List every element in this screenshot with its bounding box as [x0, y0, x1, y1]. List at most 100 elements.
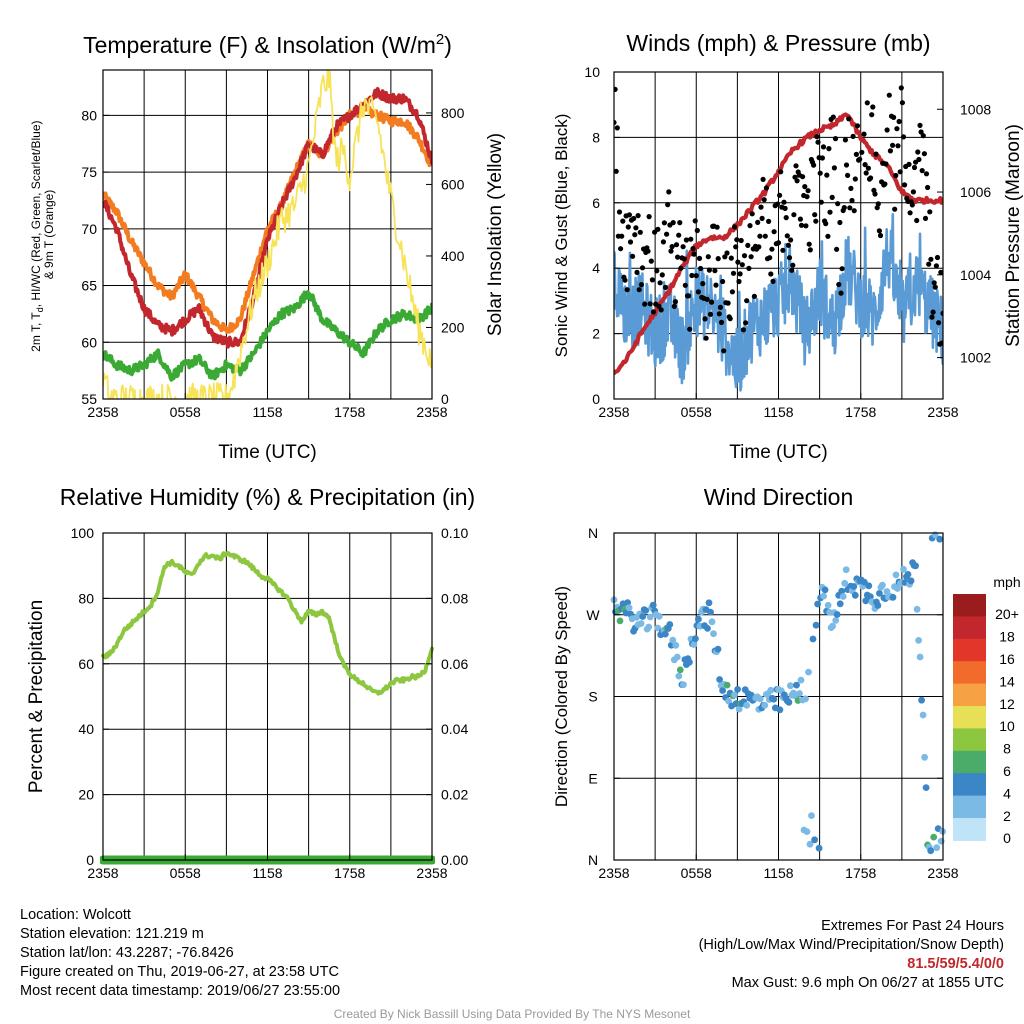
gust-point	[712, 268, 718, 274]
gust-point	[639, 265, 646, 271]
wind-direction-point	[915, 637, 922, 644]
gust-point	[894, 126, 900, 132]
wind-direction-point	[649, 601, 657, 609]
gust-point	[902, 182, 908, 188]
x-tick-label: 0558	[681, 865, 712, 881]
colorbar-label: 8	[1003, 741, 1011, 757]
gust-point	[929, 314, 935, 320]
y2-tick-label: 600	[441, 176, 465, 192]
x-tick-label: 2358	[416, 404, 447, 420]
gust-point	[627, 239, 634, 245]
y2-tick-label: 0.00	[441, 852, 468, 868]
gust-point	[869, 112, 875, 118]
gust-point	[747, 223, 753, 229]
x-tick-label: 0558	[170, 865, 201, 881]
gust-point	[926, 261, 932, 267]
x-tick-label: 2358	[927, 404, 958, 420]
gust-point	[696, 255, 703, 261]
gust-point	[890, 142, 896, 148]
gust-point	[648, 258, 654, 264]
gust-point	[826, 146, 832, 152]
gust-point	[914, 217, 920, 224]
winds-x-label: Time (UTC)	[729, 442, 828, 463]
wind-direction-point	[675, 672, 683, 680]
y-tick-label: 40	[78, 721, 94, 737]
gust-point	[756, 244, 762, 250]
gust-point	[825, 233, 831, 239]
gust-point	[936, 320, 942, 326]
gust-point	[906, 161, 912, 167]
x-tick-label: 2358	[598, 865, 629, 881]
gust-point	[910, 189, 917, 195]
gust-point	[841, 205, 847, 211]
gust-point	[730, 270, 737, 276]
wind-direction-point	[637, 620, 645, 627]
gust-point	[838, 290, 844, 296]
gust-point	[760, 176, 766, 182]
wind-direction-point	[892, 571, 900, 579]
y-tick-label: 55	[81, 391, 97, 407]
wind-direction-point	[803, 828, 811, 835]
wind-direction-point	[808, 812, 815, 819]
gust-point	[834, 246, 840, 252]
wind-direction-point	[672, 641, 680, 649]
gust-point	[780, 247, 786, 253]
gust-point	[859, 149, 865, 155]
gust-point	[847, 205, 853, 211]
gust-point	[845, 172, 851, 178]
gust-point	[740, 327, 747, 333]
wind-direction-point	[776, 706, 784, 714]
wind-direction-point	[714, 645, 722, 653]
temperature-line-0	[103, 103, 432, 334]
x-tick-label: 1758	[845, 865, 876, 881]
figure-created: Figure created on Thu, 2019-06-27, at 23…	[20, 964, 339, 980]
speed-colorbar: mph 20+ 18 16 14 12 10 8 6 4 2 0	[953, 574, 1021, 846]
winds-y-label: Sonic Wind & Gust (Blue, Black)	[552, 114, 571, 358]
y2-tick-label: 800	[441, 105, 465, 121]
y2-tick-label: 1006	[960, 184, 991, 200]
gust-point	[814, 134, 820, 140]
wind-direction-point	[921, 753, 928, 761]
rh-y-label: Percent & Precipitation	[26, 600, 47, 793]
gust-point	[831, 165, 838, 171]
wind-direction-point	[866, 593, 874, 601]
wind-direction-point	[812, 621, 820, 629]
gust-point	[645, 248, 651, 254]
gust-point	[931, 280, 937, 286]
gust-point	[815, 139, 821, 145]
wind-direction-point	[936, 535, 944, 543]
gust-point	[854, 123, 861, 129]
gust-point	[676, 232, 682, 238]
colorbar-label: 16	[999, 651, 1015, 667]
winds-panel: 2358 0558 1158 1758 235802468101002100410061…	[552, 30, 1024, 463]
gust-point	[896, 118, 902, 125]
gust-point	[781, 199, 787, 205]
gust-point	[786, 255, 793, 261]
gust-point	[614, 86, 618, 92]
x-tick-label: 0558	[681, 404, 712, 420]
gust-point	[673, 242, 680, 248]
gust-point	[863, 170, 869, 176]
colorbar-label: 10	[999, 718, 1015, 734]
wind-direction-point	[761, 701, 769, 709]
gust-point	[687, 326, 693, 332]
gust-point	[802, 184, 808, 190]
wind-direction-point	[797, 676, 805, 684]
gust-point	[803, 223, 809, 229]
wind-direction-point	[767, 686, 775, 694]
x-tick-label: 2358	[87, 865, 118, 881]
gust-point	[646, 214, 652, 220]
y2-tick-label: 1008	[960, 101, 991, 117]
y-tick-label: 0	[592, 391, 600, 407]
gust-point	[893, 172, 899, 179]
wind-direction-point	[708, 618, 716, 626]
gust-point	[873, 151, 879, 157]
wind-direction-point	[820, 592, 827, 600]
wind-direction-point	[919, 711, 927, 719]
gust-point	[921, 151, 928, 157]
x-tick-label: 2358	[598, 404, 629, 420]
gust-point	[619, 233, 625, 239]
colorbar-swatch	[953, 594, 986, 617]
gust-point	[751, 293, 758, 299]
